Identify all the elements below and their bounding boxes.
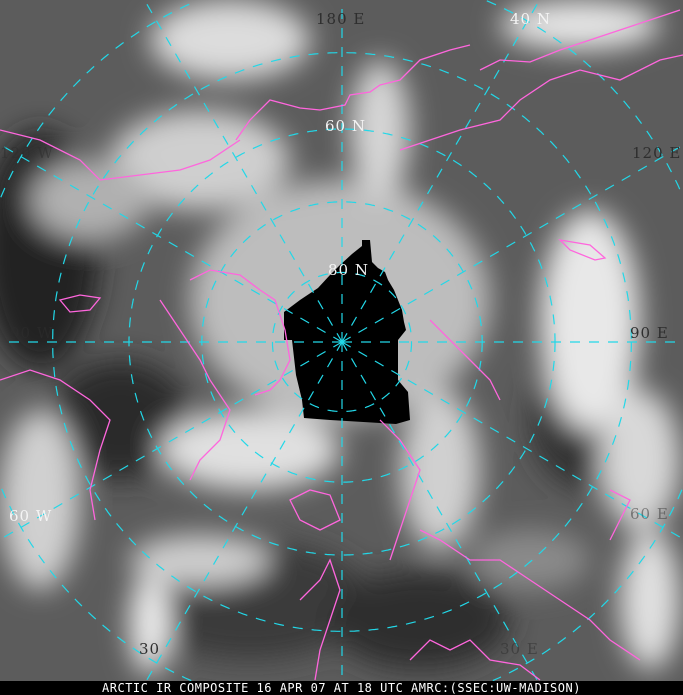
label-30w: 30 <box>139 640 161 658</box>
meridian-120 <box>341 144 683 343</box>
meridian-330 <box>145 341 343 681</box>
no-data-region <box>284 240 410 424</box>
meridian-60 <box>341 341 683 540</box>
latitude-circle-80 <box>271 271 413 413</box>
graticule <box>0 0 683 681</box>
label-60n: 60 N <box>325 117 366 135</box>
label-120e: 120 E <box>632 144 682 162</box>
meridian-210 <box>143 0 343 343</box>
label-90e: 90 E <box>630 324 669 342</box>
meridian-240 <box>0 143 343 343</box>
coastlines <box>0 9 683 681</box>
label-30e: 30 E <box>500 640 539 658</box>
label-90w: 90 W <box>10 324 54 342</box>
meridian-300 <box>0 341 343 541</box>
label-60w: 60 W <box>9 507 53 525</box>
meridian-30 <box>341 341 539 681</box>
meridian-150 <box>341 0 541 343</box>
label-180e: 180 E <box>316 10 366 28</box>
latitude-circle-40 <box>0 0 683 681</box>
label-120w: 120 W <box>0 144 54 162</box>
label-60e: 60 E <box>630 505 669 523</box>
label-40n: 40 N <box>510 10 551 28</box>
label-80n: 80 N <box>328 261 369 279</box>
satellite-imagery <box>0 0 683 681</box>
image-caption: ARCTIC IR COMPOSITE 16 APR 07 AT 18 UTC … <box>0 681 683 695</box>
